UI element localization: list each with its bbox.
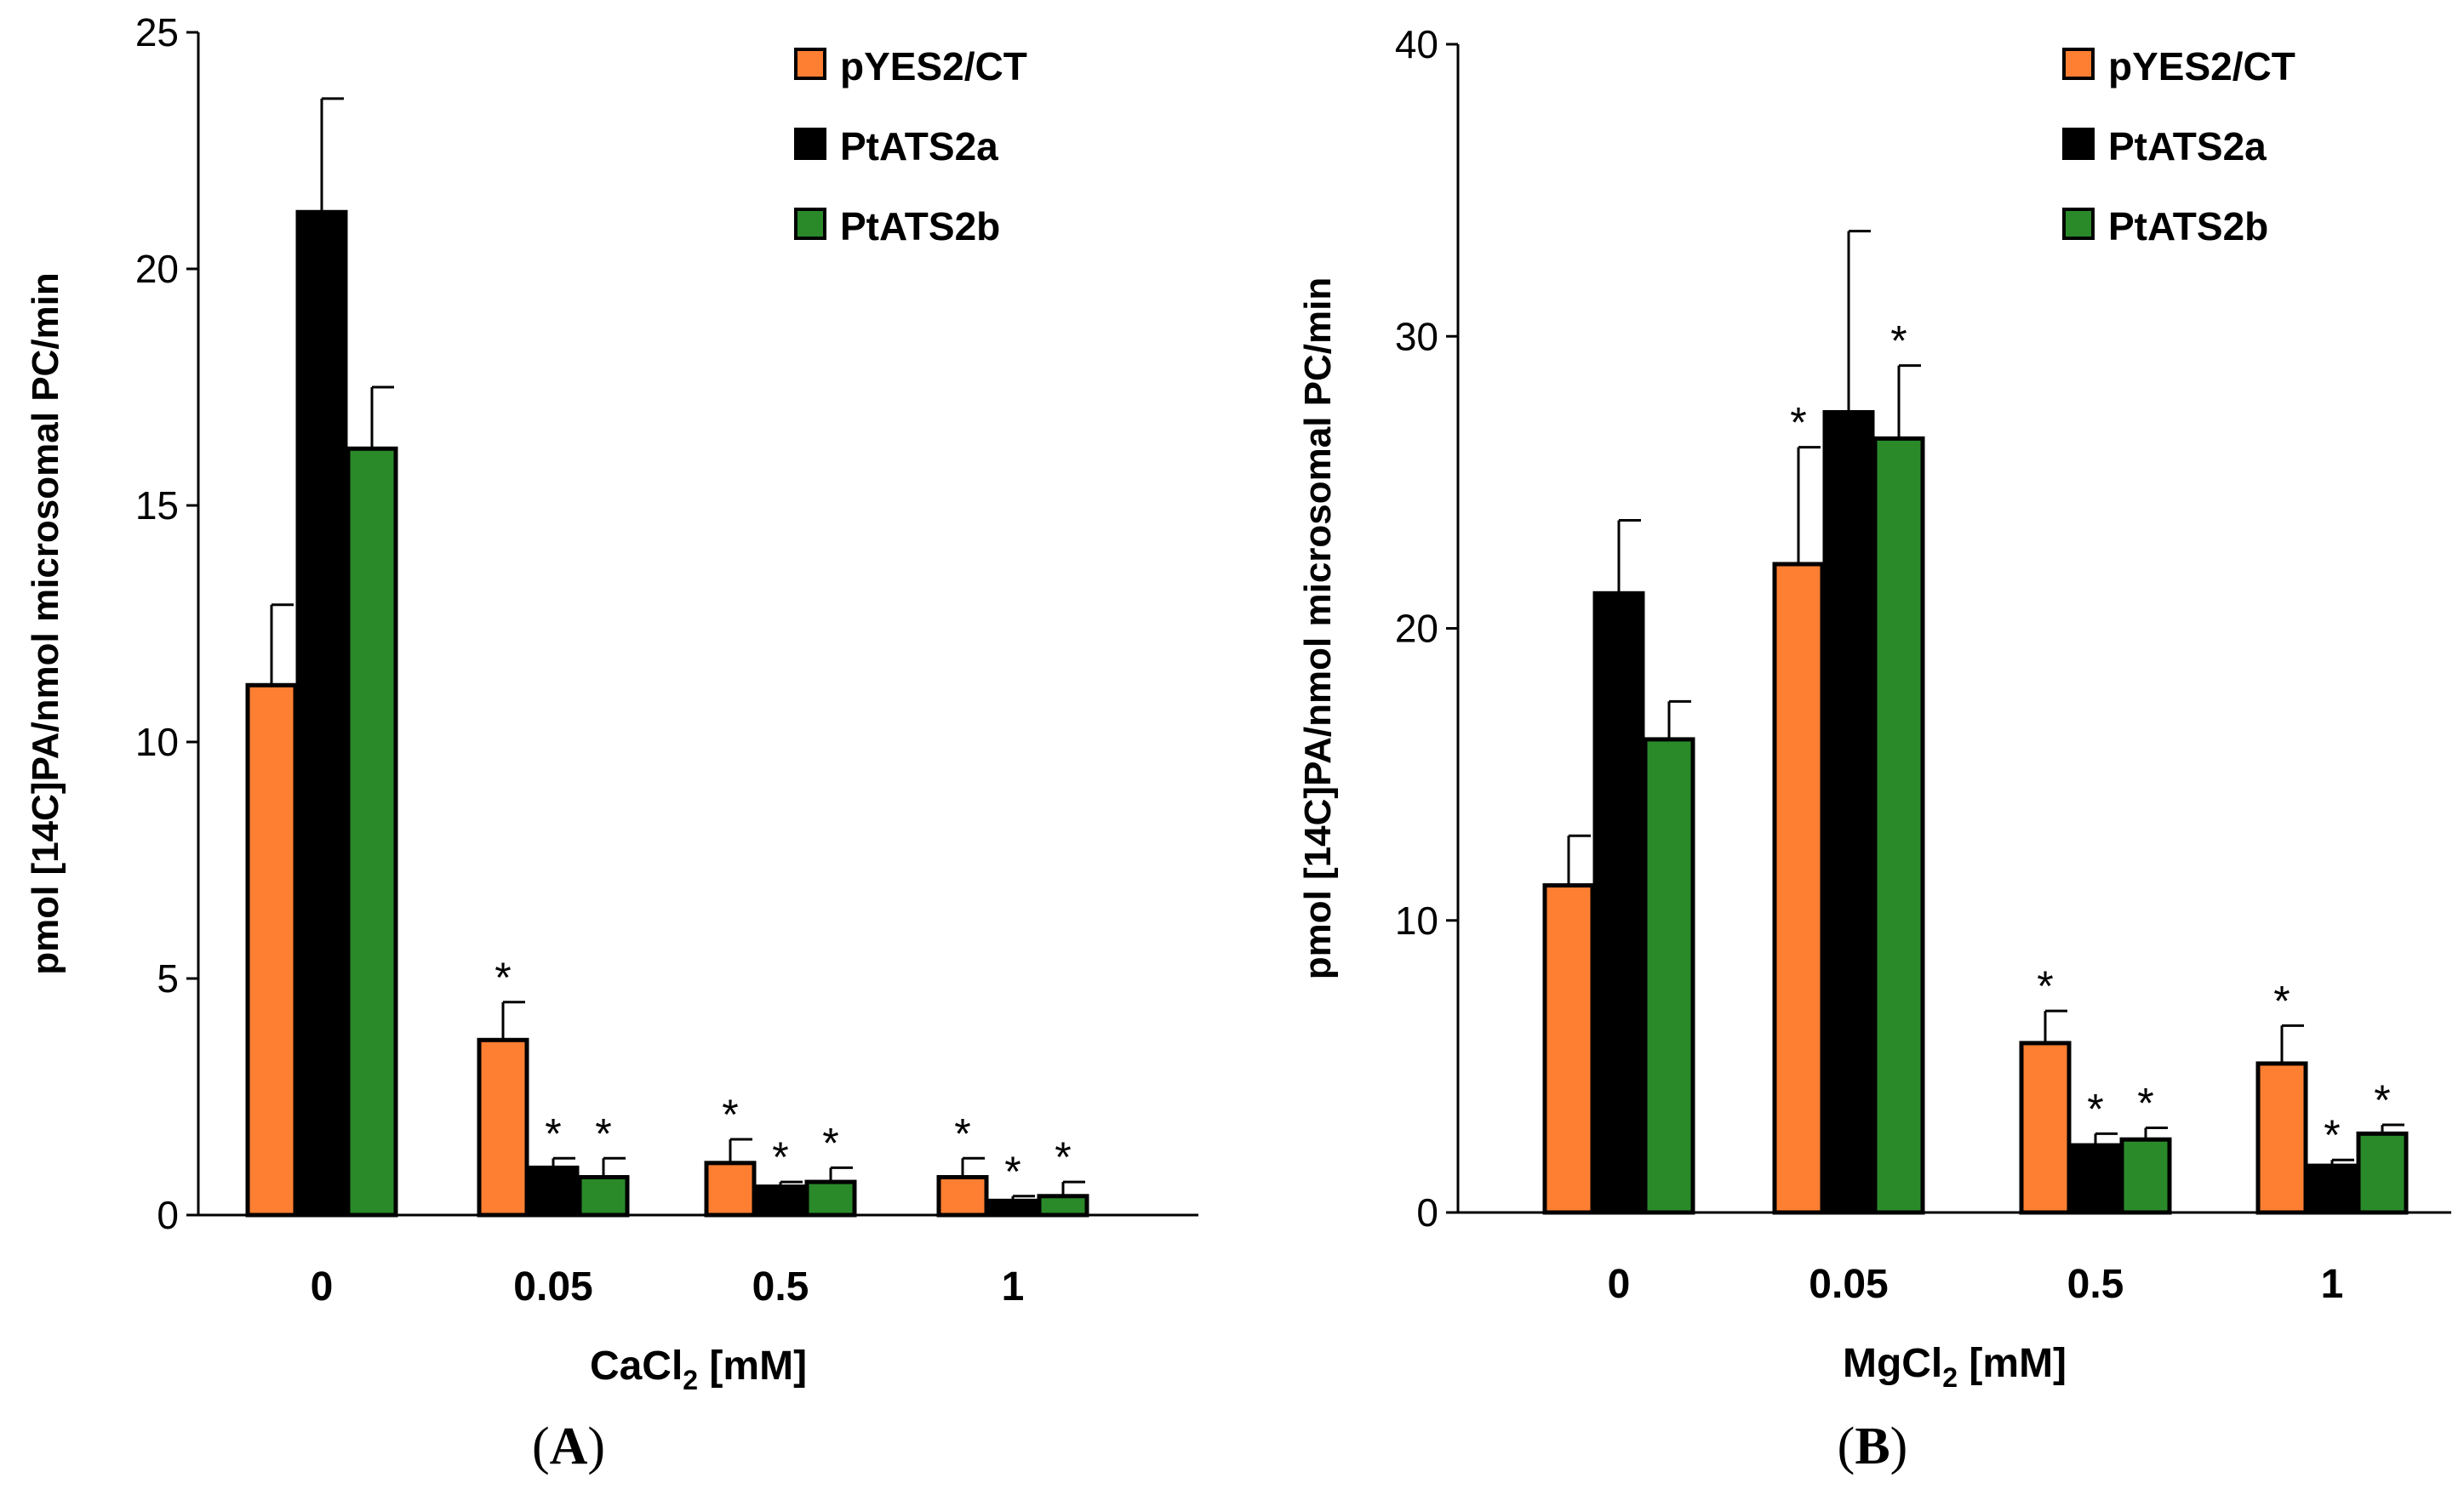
legend-swatch xyxy=(2062,208,2095,240)
bar-pyes2-ct xyxy=(2019,1041,2072,1215)
x-axis-title-main: CaCl xyxy=(590,1344,683,1389)
bar-ptats2a xyxy=(986,1198,1039,1218)
panel-label-close: ) xyxy=(587,1418,605,1475)
legend: pYES2/CT PtATS2a PtATS2b xyxy=(794,44,1027,248)
x-axis-title: MgCl2 [mM] xyxy=(1843,1341,2067,1393)
legend-label: PtATS2a xyxy=(840,124,998,168)
bar-ptats2a xyxy=(1822,409,1875,1215)
significance-star: * xyxy=(545,1110,561,1157)
y-tick-label: 20 xyxy=(1395,607,1438,651)
significance-star: * xyxy=(1790,399,1806,447)
significance-star: * xyxy=(1004,1148,1020,1195)
bar-ptats2b xyxy=(1643,737,1695,1215)
y-tick-label: 10 xyxy=(135,720,179,764)
legend-swatch xyxy=(794,128,826,160)
bar-ptats2a xyxy=(1592,591,1645,1215)
legend-swatch xyxy=(794,208,826,240)
significance-star: * xyxy=(722,1091,738,1138)
legend-swatch xyxy=(2062,128,2095,160)
legend-label: PtATS2a xyxy=(2108,124,2267,168)
x-axis-title-main: MgCl xyxy=(1843,1341,1942,1386)
significance-star: * xyxy=(595,1110,611,1157)
y-tick-label: 10 xyxy=(1395,899,1438,943)
x-tick-label: 0 xyxy=(311,1264,334,1309)
bar-ptats2a xyxy=(527,1165,580,1218)
panel-a-chart: 0 5 10 15 20 25 0 * * * 0.05 * * * 0.5 * * * 1 CaCl2 [mM] pm… xyxy=(25,10,1198,1475)
bar-ptats2b xyxy=(577,1175,630,1218)
significance-star: * xyxy=(822,1119,838,1167)
panel-label-letter: B xyxy=(1855,1418,1889,1475)
bar-pyes2-ct xyxy=(1542,883,1595,1215)
y-tick-label: 0 xyxy=(157,1193,179,1237)
x-tick-label: 1 xyxy=(2321,1262,2344,1307)
legend-label: PtATS2b xyxy=(840,204,1000,248)
significance-star: * xyxy=(1890,317,1907,365)
x-tick-label: 0.5 xyxy=(752,1264,809,1309)
significance-star: * xyxy=(2273,977,2290,1024)
panel-b-chart: 0 10 20 30 40 0 * * 0.05 * * * 0.5 * * * 1 MgCl2 [mM] pmol… xyxy=(1297,22,2451,1475)
significance-star: * xyxy=(2324,1111,2340,1159)
legend-label: pYES2/CT xyxy=(840,44,1027,88)
y-tick-label: 30 xyxy=(1395,314,1438,358)
bar-pyes2-ct xyxy=(936,1175,989,1218)
panel-label-open: ( xyxy=(1838,1418,1855,1475)
x-tick-label: 0.05 xyxy=(1809,1262,1888,1307)
legend-swatch xyxy=(2062,48,2095,80)
significance-star: * xyxy=(2137,1079,2153,1127)
panel-label: (B) xyxy=(1838,1418,1908,1475)
y-axis-title: pmol [14C]PA/nmol microsomal PC/min xyxy=(25,272,66,975)
bar-ptats2b xyxy=(1872,436,1925,1215)
panel-label-close: ) xyxy=(1890,1418,1908,1475)
bar-pyes2-ct xyxy=(245,682,298,1218)
legend-label: pYES2/CT xyxy=(2108,44,2295,88)
x-tick-label: 0.5 xyxy=(2067,1262,2124,1307)
significance-star: * xyxy=(772,1133,788,1181)
bar-ptats2b xyxy=(2119,1137,2172,1215)
y-tick-label: 0 xyxy=(1416,1190,1438,1235)
legend-swatch xyxy=(794,48,826,80)
bar-ptats2a xyxy=(295,209,348,1218)
x-axis-title-unit: [mM] xyxy=(698,1344,807,1389)
panel-label-open: ( xyxy=(532,1418,550,1475)
y-tick-label: 5 xyxy=(157,956,179,1001)
bar-ptats2b xyxy=(2356,1131,2409,1215)
significance-star: * xyxy=(2087,1085,2103,1133)
x-tick-label: 0.05 xyxy=(513,1264,592,1309)
bar-ptats2a xyxy=(754,1184,807,1218)
significance-star: * xyxy=(2374,1076,2390,1124)
bar-ptats2b xyxy=(1037,1194,1089,1218)
bar-ptats2a xyxy=(2069,1143,2122,1215)
bar-pyes2-ct xyxy=(1772,562,1825,1215)
y-tick-label: 20 xyxy=(135,247,179,291)
x-tick-label: 0 xyxy=(1608,1262,1631,1307)
bar-ptats2a xyxy=(2306,1163,2358,1215)
x-axis-title-subscript: 2 xyxy=(1942,1362,1958,1393)
y-tick-label: 15 xyxy=(135,483,179,528)
significance-star: * xyxy=(2037,962,2053,1010)
y-tick-label: 40 xyxy=(1395,22,1438,66)
y-tick-label: 25 xyxy=(135,10,179,54)
bar-ptats2b xyxy=(804,1179,857,1218)
bar-pyes2-ct xyxy=(477,1037,529,1218)
bar-pyes2-ct xyxy=(2255,1061,2308,1215)
y-axis-title: pmol [14C]PA/nmol microsomal PC/min xyxy=(1297,277,1339,980)
legend: pYES2/CT PtATS2a PtATS2b xyxy=(2062,44,2295,248)
x-axis-title-unit: [mM] xyxy=(1958,1341,2067,1386)
significance-star: * xyxy=(954,1110,970,1157)
x-axis-title-subscript: 2 xyxy=(683,1365,698,1395)
x-tick-label: 1 xyxy=(1002,1264,1025,1309)
panel-label: (A) xyxy=(532,1418,605,1475)
panel-label-letter: A xyxy=(550,1418,588,1475)
significance-star: * xyxy=(495,954,511,1001)
x-axis-title: CaCl2 [mM] xyxy=(590,1344,807,1395)
bar-ptats2b xyxy=(346,446,398,1218)
legend-label: PtATS2b xyxy=(2108,204,2268,248)
significance-star: * xyxy=(1055,1133,1071,1181)
bar-pyes2-ct xyxy=(704,1161,757,1218)
